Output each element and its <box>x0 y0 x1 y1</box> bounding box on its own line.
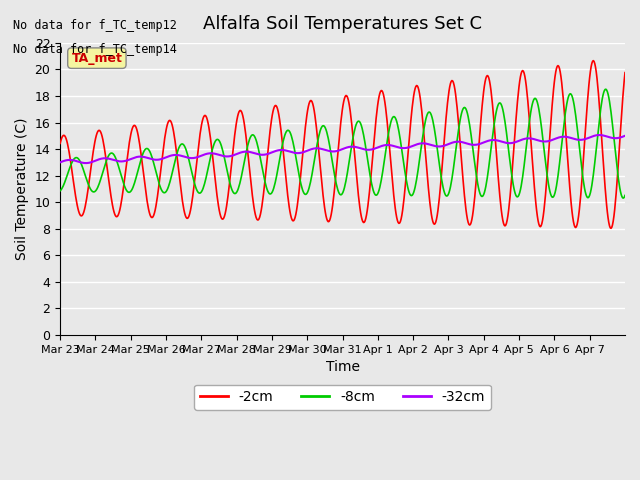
Y-axis label: Soil Temperature (C): Soil Temperature (C) <box>15 118 29 260</box>
Title: Alfalfa Soil Temperatures Set C: Alfalfa Soil Temperatures Set C <box>203 15 482 33</box>
X-axis label: Time: Time <box>326 360 360 374</box>
Legend: -2cm, -8cm, -32cm: -2cm, -8cm, -32cm <box>195 384 491 409</box>
Text: No data for f_TC_temp12: No data for f_TC_temp12 <box>13 19 177 32</box>
Text: TA_met: TA_met <box>72 52 122 65</box>
Text: No data for f_TC_temp14: No data for f_TC_temp14 <box>13 43 177 56</box>
